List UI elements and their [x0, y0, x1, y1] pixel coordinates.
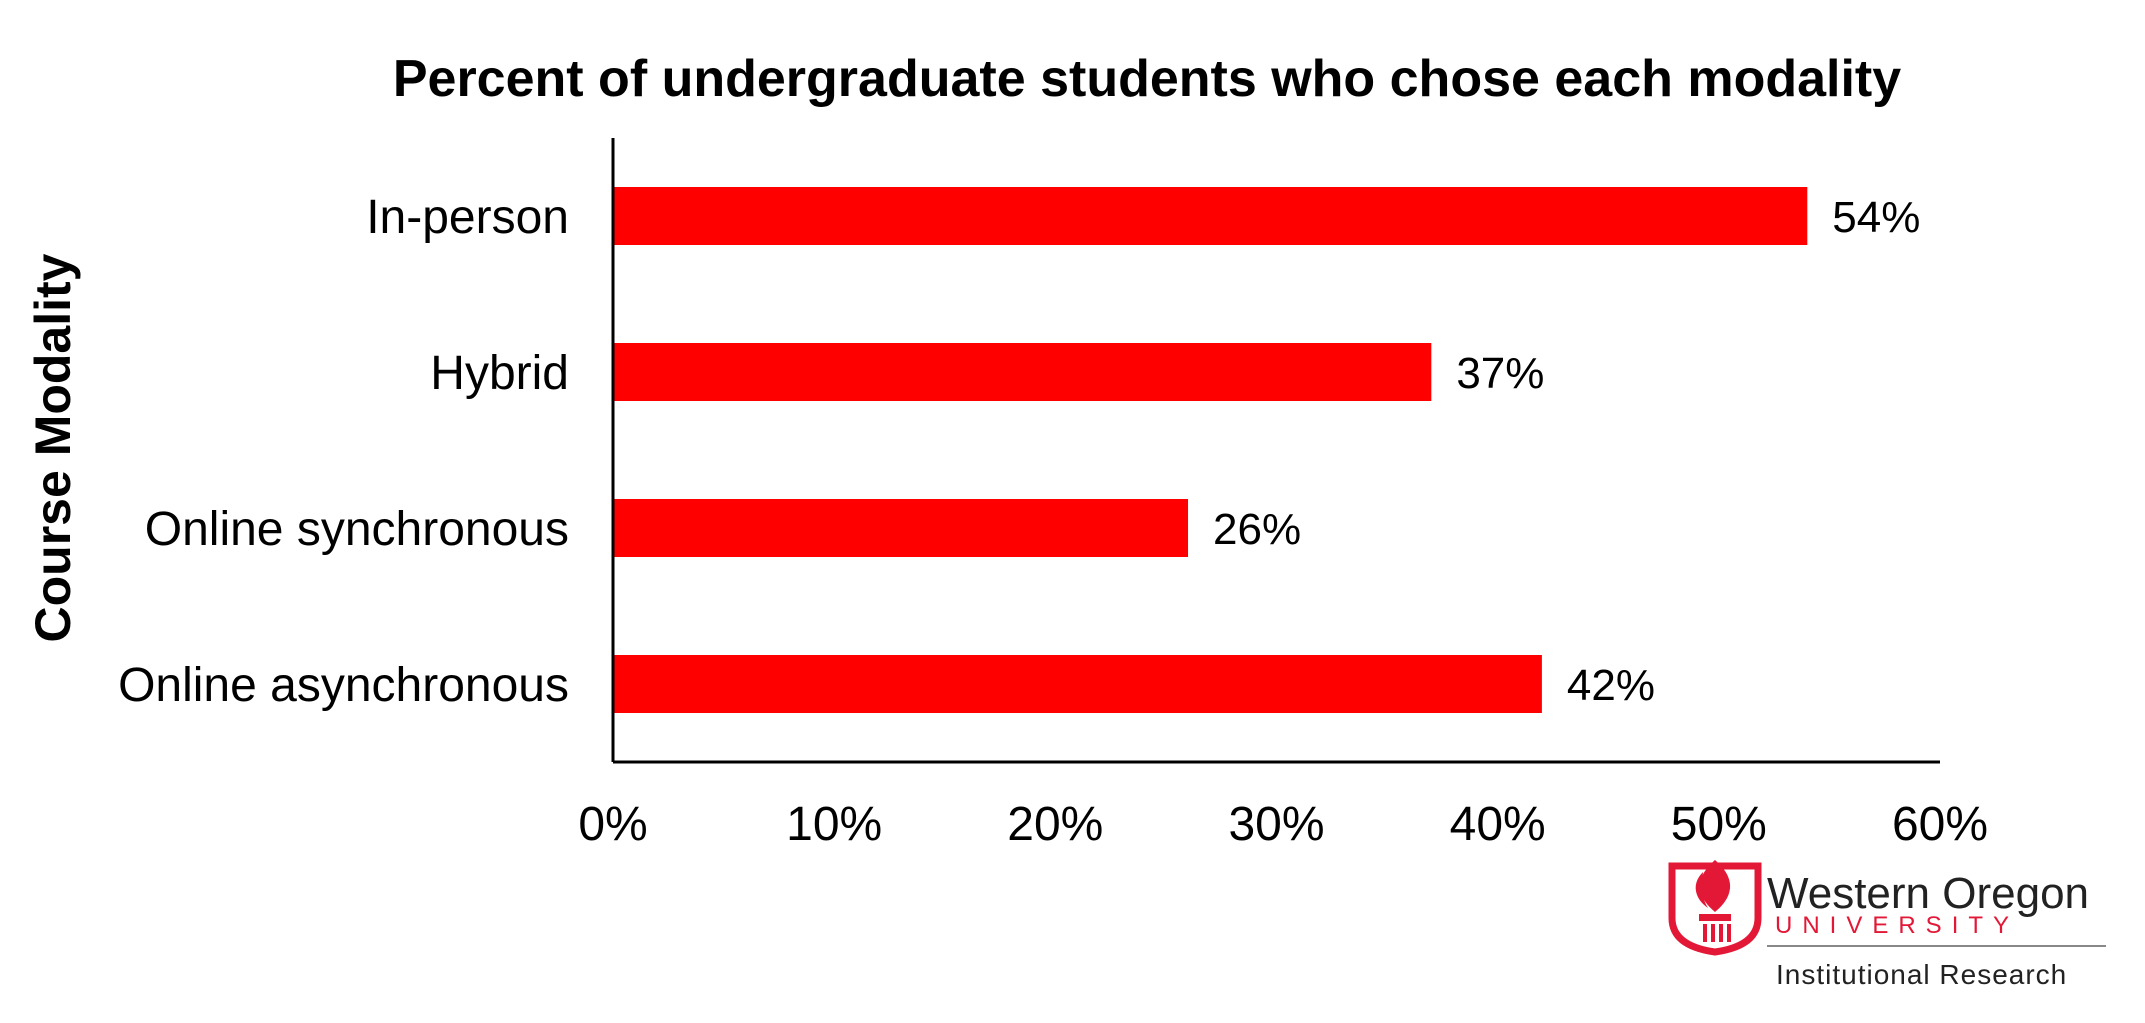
value-label: 54%	[1832, 193, 1920, 242]
logo-university: UNIVERSITY	[1775, 912, 2019, 939]
value-labels: 54% 37% 26% 42%	[1213, 193, 1920, 710]
x-tick-label: 20%	[1007, 798, 1103, 851]
torch-shield-icon	[1668, 860, 1762, 956]
x-tick-label: 0%	[578, 798, 647, 851]
category-labels: In-person Hybrid Online synchronous Online …	[118, 191, 569, 712]
category-label: Online synchronous	[145, 503, 569, 556]
chart-title: Percent of undergraduate students who ch…	[393, 50, 1901, 108]
value-label: 42%	[1567, 661, 1655, 710]
bar	[614, 655, 1542, 713]
value-label: 37%	[1456, 349, 1544, 398]
bar	[614, 187, 1808, 245]
category-label: Hybrid	[430, 347, 569, 400]
x-tick-label: 30%	[1228, 798, 1324, 851]
x-tick-labels: 0% 10% 20% 30% 40% 50% 60%	[578, 798, 1988, 851]
bars	[614, 187, 1808, 713]
bar	[614, 499, 1189, 557]
x-tick-label: 60%	[1892, 798, 1988, 851]
x-tick-label: 40%	[1450, 798, 1546, 851]
x-tick-label: 50%	[1671, 798, 1767, 851]
x-tick-label: 10%	[786, 798, 882, 851]
value-label: 26%	[1213, 505, 1301, 554]
y-axis-label: Course Modality	[25, 253, 81, 642]
logo-department: Institutional Research	[1776, 959, 2067, 990]
category-label: Online asynchronous	[118, 659, 569, 712]
university-logo: Western Oregon UNIVERSITY Institutional …	[1668, 860, 2106, 990]
logo-name: Western Oregon	[1767, 869, 2089, 918]
bar	[614, 343, 1432, 401]
category-label: In-person	[366, 191, 569, 244]
